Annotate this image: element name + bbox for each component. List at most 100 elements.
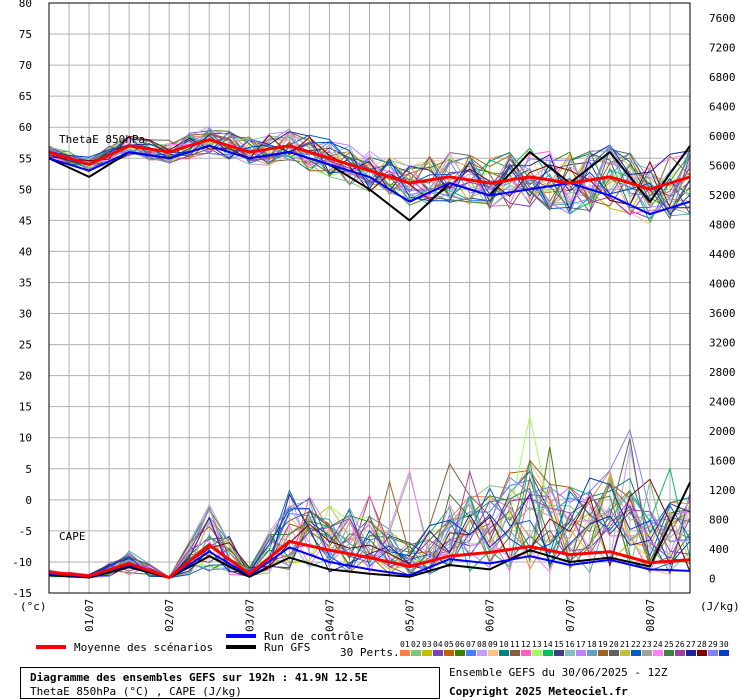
pert-legend-swatch bbox=[510, 650, 520, 656]
legend-gfs-label: Run GFS bbox=[264, 641, 310, 654]
pert-legend-swatch bbox=[477, 650, 487, 656]
left-tick-label: 70 bbox=[19, 59, 32, 72]
footer-subtitle: ThetaE 850hPa (°C) , CAPE (J/kg) bbox=[30, 685, 242, 698]
pert-legend-swatch bbox=[400, 650, 410, 656]
pert-legend-swatch bbox=[598, 650, 608, 656]
pert-legend-id: 11 bbox=[510, 640, 520, 649]
thetae-pert-line bbox=[48, 134, 691, 209]
legend-mean-label: Moyenne des scénarios bbox=[74, 641, 213, 654]
axes: -15 -10 -5 0 5 10 15 20 25 30 35 40 45 50 55 60 65 70 75 80… bbox=[12, 0, 735, 632]
pert-legend-id: 12 bbox=[521, 640, 531, 649]
pert-legend-swatch bbox=[675, 650, 685, 656]
x-tick-label: 07/07 bbox=[564, 599, 577, 632]
pert-legend-swatch bbox=[609, 650, 619, 656]
pert-legend-id: 30 bbox=[719, 640, 729, 649]
pert-legend-id: 16 bbox=[565, 640, 575, 649]
left-tick-label: -5 bbox=[19, 525, 32, 538]
pert-legend-id: 28 bbox=[697, 640, 707, 649]
pert-legend-swatch bbox=[576, 650, 586, 656]
pert-legend-swatch bbox=[653, 650, 663, 656]
pert-legend-id: 21 bbox=[620, 640, 630, 649]
pert-legend-id: 10 bbox=[499, 640, 509, 649]
thetae-pert-line bbox=[48, 130, 691, 203]
pert-legend-id: 22 bbox=[631, 640, 641, 649]
legend-control-label: Run de contrôle bbox=[264, 630, 363, 643]
thetae-panel-label: ThetaE 850hPa bbox=[59, 133, 145, 146]
pert-legend-id: 04 bbox=[433, 640, 443, 649]
pert-legend-id: 09 bbox=[488, 640, 498, 649]
right-tick-label: 7600 bbox=[709, 12, 736, 25]
x-tick-label: 03/07 bbox=[243, 599, 256, 632]
right-tick-label: 1200 bbox=[709, 484, 736, 497]
left-tick-label: 0 bbox=[25, 494, 32, 507]
right-tick-label: 3200 bbox=[709, 336, 736, 349]
pert-legend-id: 19 bbox=[598, 640, 608, 649]
pert-legend-swatch bbox=[433, 650, 443, 656]
pert-legend-id: 20 bbox=[609, 640, 619, 649]
right-tick-label: 3600 bbox=[709, 307, 736, 320]
pert-legend-id: 27 bbox=[686, 640, 696, 649]
pert-legend-swatch bbox=[565, 650, 575, 656]
right-tick-label: 6800 bbox=[709, 71, 736, 84]
pert-legend-id: 25 bbox=[664, 640, 674, 649]
right-tick-label: 2000 bbox=[709, 425, 736, 438]
cape-pert-line bbox=[48, 477, 691, 578]
left-tick-label: 60 bbox=[19, 121, 32, 134]
pert-legend-swatch bbox=[642, 650, 652, 656]
plot-frame bbox=[48, 2, 691, 594]
pert-legend-id: 02 bbox=[411, 640, 421, 649]
pert-legend-id: 18 bbox=[587, 640, 597, 649]
thetae-pert-line bbox=[48, 130, 691, 215]
left-tick-label: 65 bbox=[19, 90, 32, 103]
right-tick-label: 400 bbox=[709, 543, 729, 556]
cape-mean-line bbox=[48, 539, 691, 579]
footer-copyright: Copyright 2025 Meteociel.fr bbox=[449, 685, 628, 698]
cape-pert-line bbox=[48, 470, 691, 578]
footer-title-box: Diagramme des ensembles GEFS sur 192h : … bbox=[20, 667, 440, 699]
pert-legend-swatch bbox=[620, 650, 630, 656]
pert-legend-swatch bbox=[455, 650, 465, 656]
left-tick-label: -10 bbox=[12, 556, 32, 569]
pert-legend-id: 08 bbox=[477, 640, 487, 649]
pert-legend-swatch bbox=[444, 650, 454, 656]
pert-legend-swatch bbox=[543, 650, 553, 656]
pert-legend-id: 05 bbox=[444, 640, 454, 649]
right-tick-label: 6400 bbox=[709, 100, 736, 113]
pert-legend-swatch bbox=[411, 650, 421, 656]
pert-legend-id: 13 bbox=[532, 640, 542, 649]
pert-legend-swatch bbox=[488, 650, 498, 656]
x-tick-label: 01/07 bbox=[83, 599, 96, 632]
left-tick-label: 75 bbox=[19, 28, 32, 41]
pert-legend-id: 23 bbox=[642, 640, 652, 649]
pert-legend-id: 15 bbox=[554, 640, 564, 649]
right-tick-label: 4000 bbox=[709, 277, 736, 290]
pert-legend-swatch bbox=[499, 650, 509, 656]
legend-perts-label: 30 Perts. bbox=[340, 646, 400, 659]
pert-legend-swatch bbox=[708, 650, 718, 656]
thetae-mean-line bbox=[48, 138, 691, 191]
pert-legend-id: 26 bbox=[675, 640, 685, 649]
pert-legend-swatch bbox=[466, 650, 476, 656]
right-axis-unit: (J/kg) bbox=[700, 600, 740, 613]
right-tick-label: 2800 bbox=[709, 366, 736, 379]
pert-legend-id: 07 bbox=[466, 640, 476, 649]
pert-legend-swatch bbox=[631, 650, 641, 656]
x-tick-label: 02/07 bbox=[163, 599, 176, 632]
left-axis-unit: (°c) bbox=[20, 600, 47, 613]
x-tick-label: 04/07 bbox=[323, 599, 336, 632]
left-tick-label: 10 bbox=[19, 432, 32, 445]
main-series-lines bbox=[48, 138, 691, 579]
pert-legend-id: 06 bbox=[455, 640, 465, 649]
pert-legend-swatch bbox=[422, 650, 432, 656]
pert-legend-swatch bbox=[532, 650, 542, 656]
pert-legend-swatch bbox=[521, 650, 531, 656]
footer-title: Diagramme des ensembles GEFS sur 192h : … bbox=[30, 671, 368, 684]
right-tick-label: 6000 bbox=[709, 130, 736, 143]
right-tick-label: 5600 bbox=[709, 159, 736, 172]
left-tick-label: 15 bbox=[19, 401, 32, 414]
left-tick-label: 20 bbox=[19, 370, 32, 383]
left-tick-label: 40 bbox=[19, 245, 32, 258]
pert-legend-id: 03 bbox=[422, 640, 432, 649]
pert-legend-id: 17 bbox=[576, 640, 586, 649]
